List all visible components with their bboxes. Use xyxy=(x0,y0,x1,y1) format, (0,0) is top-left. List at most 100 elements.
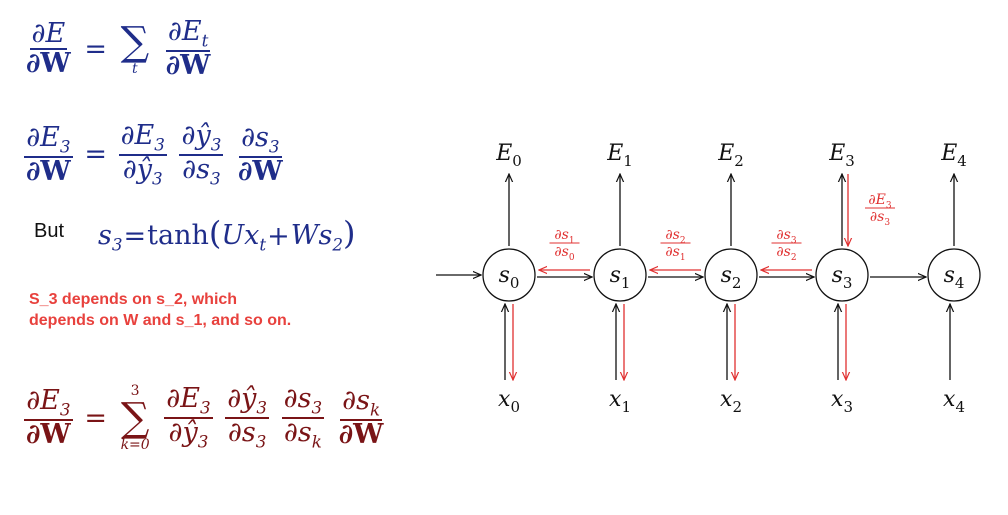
input-label-x0: x0 xyxy=(498,387,520,416)
subscript: 3 xyxy=(154,134,165,155)
denominator: ∂W xyxy=(237,155,283,187)
equation-s3-definition: s3=tanh(Uxt+Ws2) xyxy=(98,214,355,254)
input-label-x1: x1 xyxy=(609,387,631,416)
sigma-symbol: ∑ xyxy=(120,395,150,441)
equation-chain-rule-E3: ∂E3 ∂W = ∂E3 ∂ŷ3 ∂ŷ3 ∂s3 ∂s3 ∂W xyxy=(22,120,287,189)
note-line-2: depends on W and s_1, and so on. xyxy=(29,312,292,329)
error-label-E4: E4 xyxy=(940,141,967,170)
plus-sign: + xyxy=(267,221,290,252)
fraction-dE3-dW: ∂E3 ∂W xyxy=(24,384,73,450)
fraction-ds3-dsk: ∂s3 ∂sk xyxy=(281,383,325,452)
subscript: 3 xyxy=(59,136,71,157)
equation-full-bptt: ∂E3 ∂W = 3 ∑ k=0 ∂E3 ∂ŷ3 ∂ŷ3 ∂s3 ∂s3 ∂sk… xyxy=(22,384,388,452)
numerator-text: ∂E xyxy=(26,384,60,416)
denominator: ∂W xyxy=(26,48,71,80)
numerator: ∂sk xyxy=(340,386,383,421)
fraction-dE3-dy3: ∂E3 ∂ŷ3 xyxy=(118,120,167,188)
summation: ∑ t xyxy=(121,22,150,76)
s3-symbol: s3 xyxy=(98,220,123,255)
grad-label-0-denominator: ∂s0 xyxy=(554,244,574,263)
numerator-text: ∂E xyxy=(120,120,155,151)
equation-total-gradient: ∂E ∂W = ∑ t ∂Et ∂W xyxy=(22,16,214,81)
equals-sign: = xyxy=(84,33,107,65)
input-label-x4: x4 xyxy=(943,387,965,416)
numerator: ∂E3 xyxy=(164,383,213,419)
s3-text: s xyxy=(98,220,112,251)
denominator: ∂W xyxy=(165,49,211,81)
dependency-note: S_3 depends on s_2, which depends on W a… xyxy=(29,289,291,331)
state-node-s1 xyxy=(593,248,647,302)
subscript: 2 xyxy=(332,234,343,255)
equals-sign: = xyxy=(84,139,107,171)
fraction-dE3-dy3: ∂E3 ∂ŷ3 xyxy=(164,383,213,452)
denominator-text: ∂s xyxy=(182,153,210,185)
grad-label-0-numerator: ∂s1 xyxy=(554,227,574,246)
input-label-x3: x3 xyxy=(831,387,853,416)
error-label-E3: E3 xyxy=(828,141,855,170)
denominator: ∂W xyxy=(26,418,71,450)
equals-sign: = xyxy=(123,221,147,252)
error-label-E1: E1 xyxy=(606,141,633,170)
input-label-x2: x2 xyxy=(720,387,742,416)
note-line-1: S_3 depends on s_2, which xyxy=(29,291,238,308)
denominator: ∂s3 xyxy=(226,418,268,452)
error-label-E2: E2 xyxy=(717,141,744,170)
sum-upper-limit: 3 xyxy=(130,383,140,399)
state-node-s3 xyxy=(815,248,869,302)
open-paren: ( xyxy=(208,214,222,252)
denominator-text: ∂ŷ xyxy=(122,153,152,185)
sum-lower-limit: k=0 xyxy=(120,437,150,453)
fraction-dEt-dW: ∂Et ∂W xyxy=(164,16,213,81)
subscript: 3 xyxy=(210,168,221,189)
state-label-s1: s1 xyxy=(610,263,631,292)
fraction-dy3-ds3: ∂ŷ3 ∂s3 xyxy=(179,121,224,189)
tanh-function: tanh xyxy=(147,220,209,251)
numerator: ∂E3 xyxy=(118,120,167,156)
fraction-dE-dW: ∂E ∂W xyxy=(24,19,73,80)
fraction-dE3-dW: ∂E3 ∂W xyxy=(24,123,73,187)
state-node-s4 xyxy=(927,248,981,302)
but-label: But xyxy=(34,220,65,242)
subscript: k xyxy=(311,431,322,452)
subscript: t xyxy=(201,30,209,51)
sum-index: t xyxy=(132,61,138,78)
numerator: ∂E3 xyxy=(24,384,73,421)
numerator-text: ∂s xyxy=(241,121,269,153)
Ws2-term: Ws2 xyxy=(290,220,343,255)
subscript: 3 xyxy=(256,397,268,418)
numerator-text: ∂s xyxy=(283,383,312,415)
Uxt-text: Ux xyxy=(221,220,260,251)
close-paren: ) xyxy=(342,214,356,252)
numerator: ∂E3 xyxy=(24,123,73,158)
state-label-s2: s2 xyxy=(721,263,742,292)
grad-label-2-denominator: ∂s2 xyxy=(776,244,796,263)
denominator-text: ∂ŷ xyxy=(168,417,198,448)
numerator-text: ∂E xyxy=(166,383,200,415)
subscript: 3 xyxy=(210,134,222,155)
denominator: ∂s3 xyxy=(180,153,222,189)
state-node-s0 xyxy=(482,248,536,302)
numerator: ∂ŷ3 xyxy=(179,121,224,156)
state-node-s2 xyxy=(704,248,758,302)
denominator: ∂ŷ3 xyxy=(167,417,211,452)
error-grad-label-numerator: ∂E3 xyxy=(868,192,891,211)
numerator-text: ∂E xyxy=(167,16,202,47)
denominator: ∂W xyxy=(26,155,71,187)
subscript: t xyxy=(259,234,267,255)
subscript: k xyxy=(369,399,381,420)
Uxt-term: Uxt xyxy=(221,220,267,255)
subscript: 3 xyxy=(197,431,209,452)
numerator: ∂Et xyxy=(165,16,211,52)
summation: 3 ∑ k=0 xyxy=(121,384,150,452)
subscript: 3 xyxy=(255,431,267,452)
grad-label-1-numerator: ∂s2 xyxy=(665,227,685,246)
subscript: 3 xyxy=(268,136,280,157)
numerator: ∂s3 xyxy=(239,121,282,158)
state-label-s3: s3 xyxy=(832,263,853,292)
denominator-text: ∂s xyxy=(283,417,312,448)
equals-sign: = xyxy=(84,402,107,434)
Ws2-text: Ws xyxy=(290,220,333,251)
subscript: 3 xyxy=(111,234,123,255)
error-grad-label-denominator: ∂s3 xyxy=(870,209,890,228)
